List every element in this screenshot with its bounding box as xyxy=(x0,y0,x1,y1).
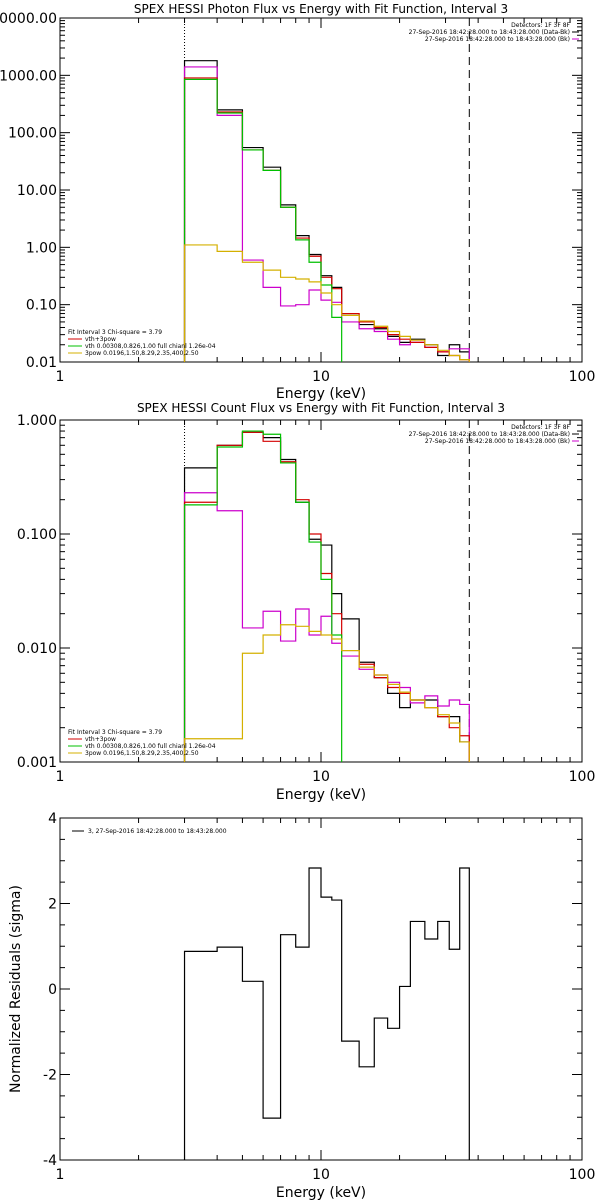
plot-frame xyxy=(59,419,583,763)
y-tick-label: -4 xyxy=(43,1153,57,1169)
y-tick-label: 1.00 xyxy=(26,240,57,256)
y-tick-label: 1.000 xyxy=(17,413,57,429)
y-tick-label: 0.10 xyxy=(26,298,57,314)
series-line-2 xyxy=(183,66,470,362)
y-tick-label: 2 xyxy=(48,897,57,913)
fit-legend-text: vth 0.00308,0.826,1.00 full chianl 1.26e… xyxy=(85,743,216,750)
y-tick-label: 4 xyxy=(48,811,57,827)
fit-legend-text: vth+3pow xyxy=(85,336,116,343)
chart-panel-3: Energy (keV) Normalized Residuals (sigma)… xyxy=(8,811,595,1200)
series-line-2 xyxy=(183,492,470,762)
x-tick-label: 100 xyxy=(569,1167,596,1183)
fit-legend-text: vth 0.00308,0.826,1.00 full chianl 1.26e… xyxy=(85,343,216,350)
info-text: 27-Sep-2016 18:42:28.000 to 18:43:28.000… xyxy=(409,29,570,36)
info-text: 27-Sep-2016 18:42:28.000 to 18:43:28.000… xyxy=(425,438,570,445)
y-tick-label: -2 xyxy=(43,1068,57,1084)
legend-text: 3, 27-Sep-2016 18:42:28.000 to 18:43:28.… xyxy=(88,828,227,835)
fit-legend-text: Fit Interval 3 Chi-square = 3.79 xyxy=(68,729,162,736)
fit-legend-text: vth+3pow xyxy=(85,736,116,743)
series-line-4 xyxy=(183,78,343,362)
x-tick-label: 10 xyxy=(312,1167,330,1183)
y-tick-label: 1000.00 xyxy=(0,68,57,84)
y-tick-label: 0.010 xyxy=(17,641,57,657)
series-line-3 xyxy=(183,77,470,362)
x-tick-label: 1 xyxy=(56,769,65,785)
series-line-5 xyxy=(183,244,470,362)
x-axis-label: Energy (keV) xyxy=(276,1185,366,1200)
y-tick-label: 10000.00 xyxy=(0,11,57,27)
y-tick-label: 10.00 xyxy=(17,183,57,199)
chart-title: SPEX HESSI Count Flux vs Energy with Fit… xyxy=(137,401,505,415)
series-line-1 xyxy=(183,867,470,1160)
fit-legend-text: 3pow 0.0196,1.50,8.29,2.35,400,2.50 xyxy=(85,750,199,757)
chart-title: SPEX HESSI Photon Flux vs Energy with Fi… xyxy=(134,2,508,16)
x-tick-label: 10 xyxy=(312,769,330,785)
y-tick-label: 0 xyxy=(48,982,57,998)
chart-panel-2: SPEX HESSI Count Flux vs Energy with Fit… xyxy=(17,401,596,803)
x-tick-label: 100 xyxy=(569,369,596,385)
y-tick-label: 0.100 xyxy=(17,527,57,543)
series-line-1 xyxy=(183,60,470,362)
plot-frame xyxy=(59,17,583,363)
fit-legend-text: 3pow 0.0196,1.50,8.29,2.35,400,2.50 xyxy=(85,350,199,357)
chart-panel-1: SPEX HESSI Photon Flux vs Energy with Fi… xyxy=(0,2,596,402)
x-tick-label: 1 xyxy=(56,1167,65,1183)
info-text: 27-Sep-2016 18:42:28.000 to 18:43:28.000… xyxy=(425,36,570,43)
y-tick-label: 100.00 xyxy=(8,126,57,142)
series-line-3 xyxy=(183,431,470,762)
x-tick-label: 10 xyxy=(312,369,330,385)
x-tick-label: 100 xyxy=(569,769,596,785)
x-axis-label: Energy (keV) xyxy=(276,787,366,803)
info-text: Detectors: 1F 3F 8F xyxy=(511,424,570,431)
y-tick-label: 0.001 xyxy=(17,755,57,771)
series-line-4 xyxy=(183,430,343,762)
y-axis-label: Normalized Residuals (sigma) xyxy=(8,885,24,1093)
y-tick-label: 0.01 xyxy=(26,355,57,371)
info-text: 27-Sep-2016 18:42:28.000 to 18:43:28.000… xyxy=(409,431,570,438)
fit-legend-text: Fit Interval 3 Chi-square = 3.79 xyxy=(68,329,162,336)
series-line-5 xyxy=(183,624,470,762)
x-axis-label: Energy (keV) xyxy=(276,386,366,402)
info-text: Detectors: 1F 3F 8F xyxy=(511,22,570,29)
series-line-1 xyxy=(183,431,470,762)
x-tick-label: 1 xyxy=(56,369,65,385)
